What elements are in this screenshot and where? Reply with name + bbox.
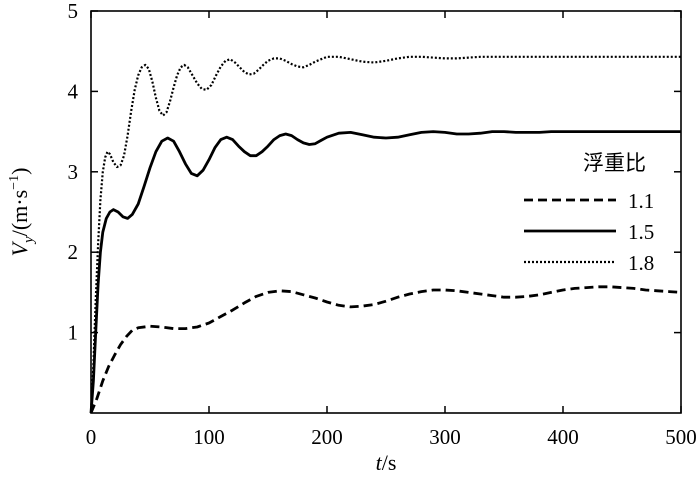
y-tick-label: 2 [68,240,79,264]
plot-frame [90,10,682,414]
x-tick-label: 200 [311,425,343,449]
y-tick-label: 5 [68,0,79,23]
legend-title: 浮重比 [583,151,646,175]
y-tick-label: 3 [68,160,79,184]
axis-ticks: 0 100 200 300 400 500 1 2 3 4 5 [68,0,697,449]
y-axis-unit-superscript: −1 [7,175,22,190]
legend-label: 1.8 [628,251,654,275]
y-axis-unit: /(m·s [7,190,32,236]
series-line-1-1 [89,285,682,414]
x-tick-label: 300 [429,425,461,449]
legend-label: 1.1 [628,189,654,213]
x-axis-title: t/s [376,450,397,475]
x-tick-label: 0 [86,425,97,449]
series-group [89,55,682,414]
x-tick-label: 100 [193,425,225,449]
x-axis-unit: /s [382,450,397,475]
y-axis-variable: V [7,240,32,256]
series-line-1-8 [89,55,681,414]
x-axis-variable: t [376,450,383,475]
y-tick-label: 1 [68,321,79,345]
y-axis-unit-close: ) [7,168,32,175]
x-tick-label: 500 [665,425,697,449]
series-line-1-5 [89,130,681,414]
y-axis-title: Vy/(m·s−1) [7,168,37,257]
legend: 浮重比 1.1 1.5 1.8 [524,151,654,275]
y-axis-subscript: y [21,236,37,245]
x-tick-label: 400 [547,425,579,449]
legend-items: 1.1 1.5 1.8 [524,189,654,275]
y-tick-label: 4 [68,79,79,103]
legend-label: 1.5 [628,220,654,244]
